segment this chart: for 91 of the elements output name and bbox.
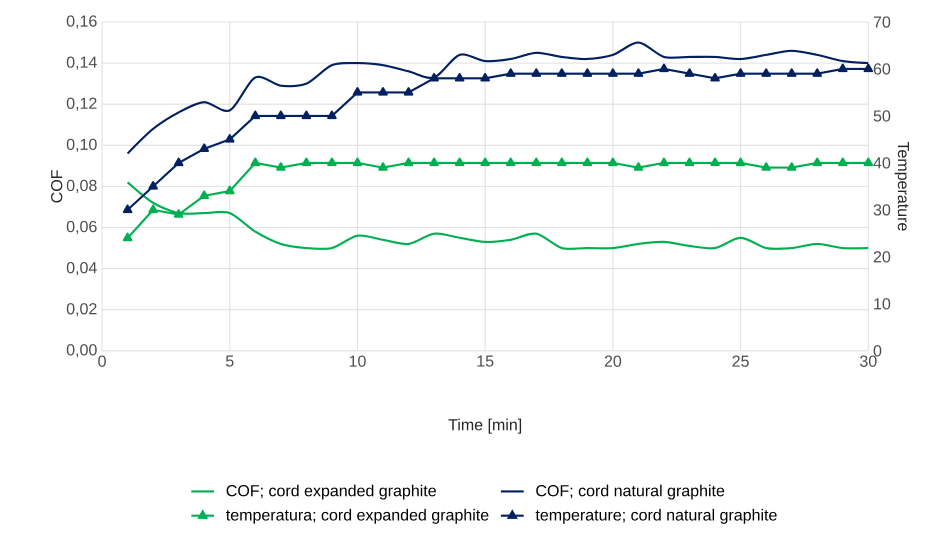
point	[736, 68, 746, 78]
point	[224, 134, 235, 143]
point	[634, 68, 644, 78]
legend-label: temperatura; cord expanded graphite	[226, 509, 488, 524]
point	[838, 158, 848, 166]
point	[659, 158, 669, 166]
point	[531, 158, 542, 166]
x-tick-label: 15	[477, 356, 494, 367]
x-tick-label: 25	[732, 356, 749, 368]
point	[378, 162, 388, 172]
point	[506, 68, 516, 78]
legend-label: COF; cord expanded graphite	[226, 484, 436, 500]
y2-tick-label: 20	[874, 251, 890, 263]
y-tick-label: 0,00	[66, 344, 97, 358]
point	[199, 144, 209, 152]
point	[250, 158, 260, 166]
point	[224, 186, 235, 195]
point	[684, 68, 694, 78]
point	[557, 158, 567, 166]
point	[659, 64, 669, 72]
point	[378, 87, 388, 96]
point	[634, 162, 644, 172]
y2-tick-label: 30	[874, 204, 890, 216]
y-tick-label: 0,06	[66, 221, 97, 234]
point	[608, 68, 618, 78]
point	[302, 110, 312, 120]
x-tick-label: 10	[350, 356, 366, 368]
point	[786, 68, 796, 78]
point	[250, 110, 260, 120]
point	[327, 110, 337, 120]
point	[684, 158, 694, 166]
legend-label: temperature; cord natural graphite	[536, 509, 777, 524]
point	[276, 162, 286, 172]
point	[480, 158, 490, 166]
point	[429, 158, 439, 166]
point	[582, 68, 592, 78]
legend-label: COF; cord natural graphite	[536, 484, 724, 500]
point	[454, 73, 464, 82]
y-tick-label: 0,10	[66, 138, 97, 152]
point	[864, 64, 874, 72]
y-tick-label: 0,04	[66, 262, 97, 276]
y2-tick-label: 60	[874, 64, 890, 75]
point	[838, 64, 848, 72]
x-tick-label: 20	[604, 356, 622, 368]
y2-tick-label: 10	[874, 298, 890, 310]
point	[122, 204, 132, 214]
point	[302, 158, 312, 166]
point	[404, 87, 414, 96]
point	[404, 158, 414, 166]
y-tick-label: 0,12	[66, 98, 97, 112]
point	[352, 158, 362, 166]
point	[864, 158, 874, 166]
point	[786, 162, 796, 172]
x-tick-label: 5	[226, 356, 234, 367]
point	[736, 158, 746, 166]
point	[710, 158, 720, 166]
y-tick-label: 0,08	[66, 180, 97, 194]
point	[480, 73, 490, 82]
point	[174, 209, 184, 218]
y2-axis-title: Temperature	[894, 142, 909, 231]
point	[174, 158, 184, 166]
y-tick-label: 0,14	[66, 56, 97, 70]
y-tick-label: 0,16	[66, 16, 97, 29]
point	[608, 158, 618, 166]
point	[761, 68, 771, 78]
point	[327, 158, 337, 166]
y2-tick-label: 70	[874, 16, 890, 28]
y2-tick-label: 40	[873, 157, 890, 169]
point	[199, 190, 209, 200]
y-axis-title: COF	[51, 170, 62, 203]
y2-tick-label: 0	[874, 345, 882, 357]
y2-tick-label: 50	[874, 110, 890, 122]
point	[761, 162, 771, 172]
point	[812, 158, 822, 166]
point	[148, 181, 158, 190]
point	[276, 110, 286, 120]
point	[429, 73, 439, 82]
x-axis-title: Time [min]	[448, 418, 522, 434]
point	[582, 158, 592, 166]
point	[122, 232, 132, 242]
point	[557, 68, 567, 78]
point	[454, 158, 464, 166]
x-tick-label: 30	[860, 356, 877, 368]
y-tick-label: 0,02	[66, 303, 97, 317]
point	[812, 68, 822, 78]
point	[531, 68, 542, 78]
point	[506, 158, 516, 166]
point	[352, 87, 362, 96]
point	[148, 204, 158, 214]
x-tick-label: 0	[98, 356, 106, 368]
point	[710, 73, 720, 82]
